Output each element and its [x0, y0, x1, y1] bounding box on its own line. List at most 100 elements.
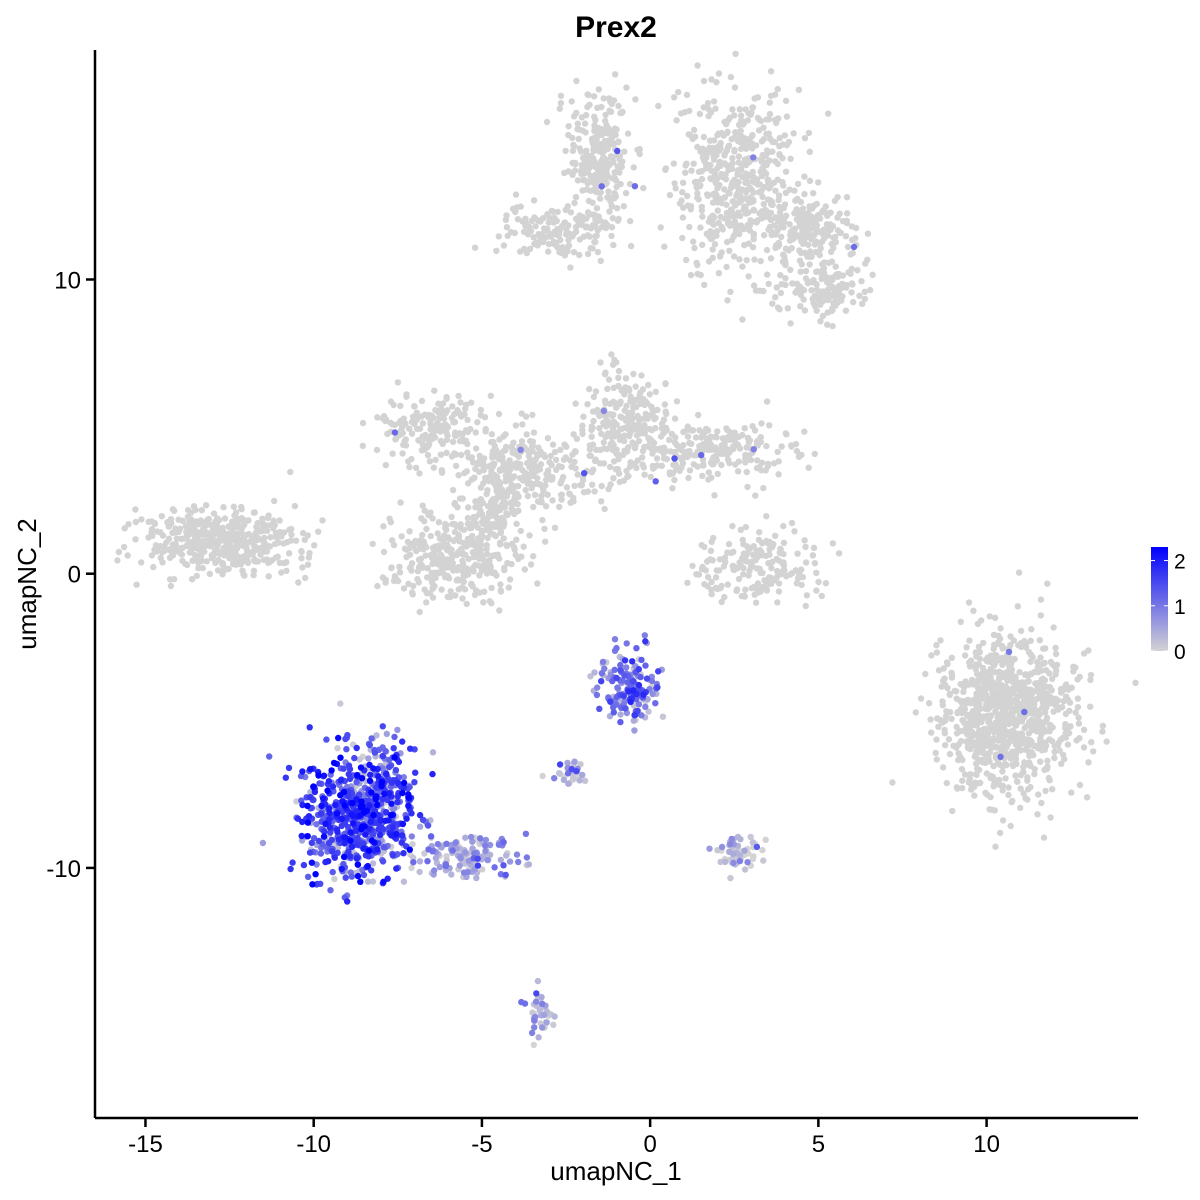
cell-point [392, 766, 400, 774]
cell-point [652, 388, 659, 395]
cell-point [976, 655, 984, 663]
cell-point [673, 462, 680, 469]
cell-point [751, 256, 758, 263]
cell-point [1049, 786, 1056, 793]
cell-point [480, 599, 487, 606]
cell-point [679, 214, 687, 221]
cell-point [1005, 648, 1013, 656]
cell-point [369, 540, 376, 548]
cell-point [513, 536, 520, 543]
cell-point [1013, 778, 1021, 785]
cell-point [655, 102, 662, 110]
cell-point [183, 531, 191, 538]
cell-point [486, 561, 494, 568]
cell-point [796, 222, 803, 230]
cell-point [525, 861, 533, 868]
cell-point [709, 199, 717, 206]
cell-point [578, 114, 586, 121]
cell-point [968, 786, 975, 793]
cell-point [608, 224, 616, 231]
cell-point [645, 381, 652, 389]
cell-point [1076, 735, 1083, 742]
cell-point [500, 535, 507, 542]
cell-point [712, 193, 719, 201]
cell-point [480, 480, 487, 487]
cell-point [546, 458, 553, 466]
cell-point [741, 592, 748, 599]
cell-point [557, 236, 564, 244]
cell-point [769, 300, 776, 307]
cell-point [766, 135, 774, 142]
cell-point [690, 461, 697, 468]
cell-point [530, 1041, 537, 1049]
cell-point [606, 138, 614, 145]
cell-point [735, 458, 742, 465]
cell-point [421, 586, 428, 593]
cell-point [743, 468, 750, 476]
cell-point [806, 148, 813, 155]
cell-point [121, 525, 128, 532]
cell-point [202, 502, 210, 509]
cell-point [524, 480, 531, 487]
cell-point [230, 503, 237, 510]
cell-point [934, 715, 941, 722]
cell-point [715, 70, 723, 77]
cell-point [569, 134, 576, 142]
cell-point [145, 518, 152, 525]
cell-point [750, 206, 757, 213]
cell-point [577, 482, 584, 489]
cell-point [835, 282, 843, 290]
cell-point [176, 525, 184, 532]
cell-point [774, 176, 781, 183]
cell-point [996, 829, 1004, 837]
cell-point [617, 109, 624, 117]
cell-point [460, 869, 468, 876]
cell-point [825, 275, 833, 282]
cell-point [585, 91, 592, 99]
cell-point [971, 792, 978, 799]
cell-point [364, 878, 372, 885]
cell-point [801, 135, 809, 142]
cell-point [151, 546, 158, 553]
cell-point [495, 410, 503, 418]
cell-point [709, 212, 716, 219]
cell-point [556, 503, 563, 511]
cell-point [999, 661, 1006, 668]
cell-point [749, 423, 756, 430]
cell-point [615, 374, 622, 382]
cell-point [530, 197, 538, 204]
cell-point [762, 552, 770, 560]
cell-point [785, 247, 792, 254]
cell-point [781, 257, 789, 264]
cell-point [463, 600, 470, 608]
cell-point [435, 400, 442, 407]
cell-point [518, 553, 525, 560]
cell-point [1038, 667, 1045, 674]
cell-point [712, 574, 720, 581]
cell-point [709, 446, 716, 453]
cell-point [515, 493, 522, 500]
cell-point [266, 558, 274, 565]
cell-point [463, 566, 471, 573]
cell-point [677, 110, 685, 117]
cell-point [594, 248, 602, 256]
cell-point [959, 698, 966, 705]
cell-point [654, 446, 661, 453]
cell-point [409, 589, 416, 596]
cell-point [928, 652, 935, 659]
cell-point [464, 514, 472, 522]
cell-point [791, 187, 798, 194]
cell-point [418, 562, 425, 569]
cell-point [661, 243, 668, 250]
cell-point [710, 98, 718, 105]
cell-point [416, 425, 424, 432]
cell-point [801, 249, 809, 257]
cell-point [597, 446, 604, 454]
cell-point [782, 189, 790, 196]
cell-point [741, 203, 748, 210]
cell-point [772, 294, 779, 301]
cell-point [959, 777, 966, 784]
cell-point [775, 471, 782, 478]
cell-point [594, 684, 601, 691]
cell-point [539, 516, 546, 524]
